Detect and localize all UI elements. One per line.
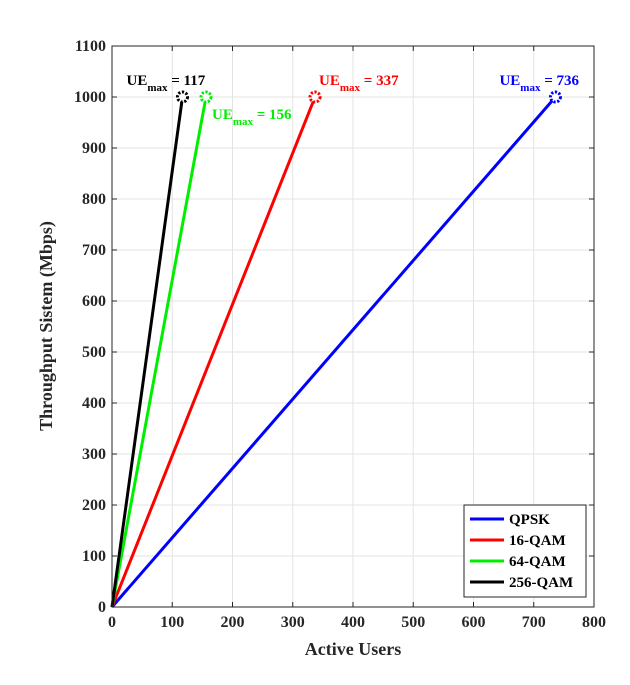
- x-tick-label: 700: [522, 614, 546, 631]
- annotation-0: UEmax = 736: [499, 73, 579, 94]
- y-tick-label: 100: [82, 548, 106, 565]
- y-axis-label: Throughput Sistem (Mbps): [36, 221, 57, 431]
- y-tick-label: 1000: [74, 89, 106, 106]
- annotation-value: = 736: [540, 73, 579, 89]
- legend-label-1: 16-QAM: [509, 533, 566, 549]
- annotation-base: UE: [319, 73, 340, 89]
- y-tick-label: 600: [82, 293, 106, 310]
- y-tick-label: 500: [82, 344, 106, 361]
- series-line-0: [110, 96, 557, 608]
- annotation-value: = 337: [360, 73, 399, 89]
- legend-label-0: QPSK: [509, 512, 550, 528]
- y-tick-label: 200: [82, 497, 106, 514]
- annotation-1: UEmax = 337: [319, 73, 399, 94]
- series-line-1: [110, 96, 317, 608]
- x-tick-label: 400: [341, 614, 365, 631]
- annotation-sub: max: [340, 82, 361, 94]
- series-end-marker-1: [308, 90, 322, 104]
- annotation-value: = 117: [168, 73, 206, 89]
- series-line-3: [110, 96, 184, 608]
- x-tick-label: 200: [221, 614, 245, 631]
- grid: [112, 46, 594, 607]
- y-tick-label: 800: [82, 191, 106, 208]
- x-tick-label: 100: [160, 614, 184, 631]
- annotation-value: = 156: [253, 107, 292, 123]
- y-tick-label: 1100: [75, 38, 106, 55]
- annotation-base: UE: [499, 73, 520, 89]
- legend-label-2: 64-QAM: [509, 554, 566, 570]
- legend: QPSK 16-QAM 64-QAM 256-QAM: [463, 504, 587, 598]
- annotation-sub: max: [520, 82, 541, 94]
- y-tick-label: 0: [98, 599, 106, 616]
- series-end-marker-3: [175, 90, 189, 104]
- y-tick-label: 400: [82, 395, 106, 412]
- annotation-3: UEmax = 117: [126, 73, 205, 94]
- annotation-sub: max: [147, 82, 168, 94]
- annotation-base: UE: [126, 73, 147, 89]
- x-tick-label: 800: [582, 614, 606, 631]
- x-tick-label: 500: [401, 614, 425, 631]
- x-tick-label: 300: [281, 614, 305, 631]
- axis-ticks: 0 100 200 300 400 500 600 700 800 0 100 200 300 400 50…: [74, 38, 606, 631]
- series-end-marker-0: [548, 90, 562, 104]
- annotation-base: UE: [212, 107, 233, 123]
- y-tick-label: 700: [82, 242, 106, 259]
- legend-label-3: 256-QAM: [509, 575, 573, 591]
- y-tick-label: 300: [82, 446, 106, 463]
- y-tick-label: 900: [82, 140, 106, 157]
- series-line-2: [110, 96, 208, 608]
- annotation-2: UEmax = 156: [212, 107, 292, 128]
- series-end-marker-2: [199, 90, 213, 104]
- x-tick-label: 0: [108, 614, 116, 631]
- x-axis-label: Active Users: [305, 639, 401, 659]
- series-layer: [110, 90, 562, 608]
- x-tick-label: 600: [462, 614, 486, 631]
- annotation-sub: max: [233, 116, 254, 128]
